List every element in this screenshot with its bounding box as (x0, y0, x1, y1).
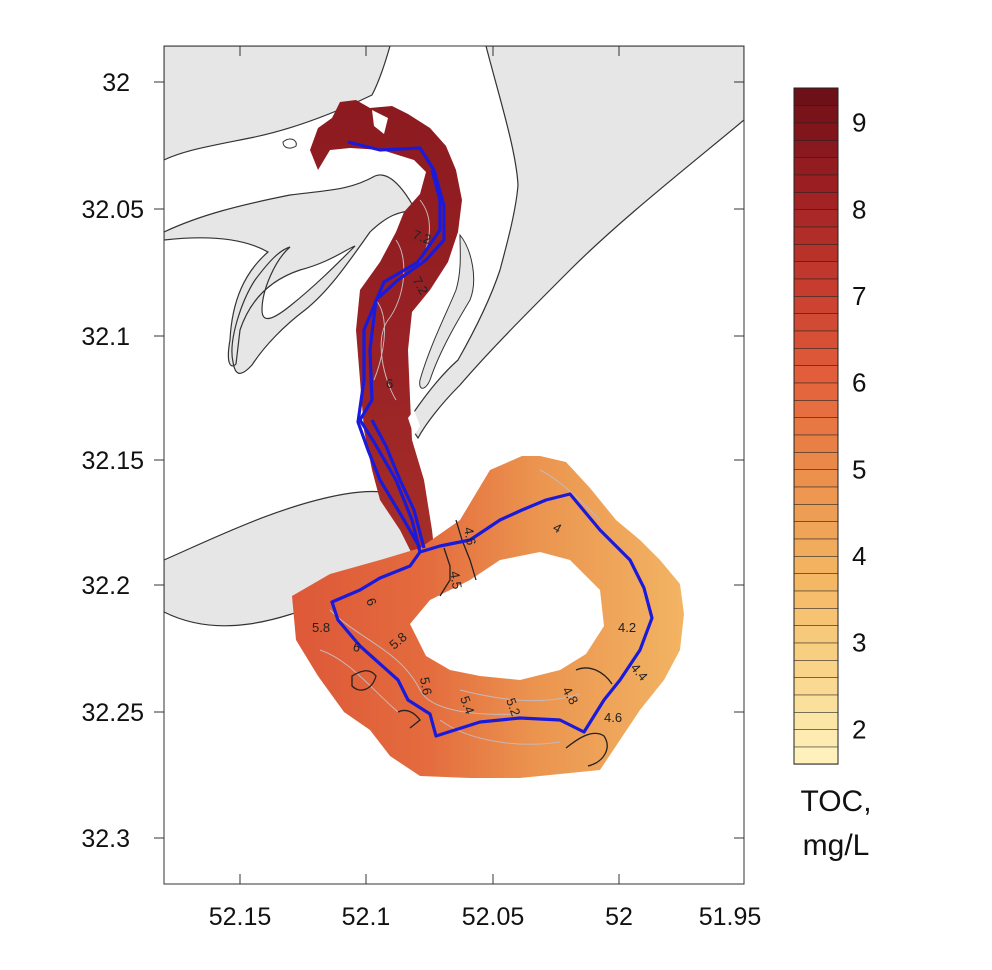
colorbar-tick-label: 5 (852, 454, 866, 484)
y-tick-label: 32 (102, 69, 130, 97)
colorbar-bin (793, 105, 839, 124)
colorbar-frame (793, 87, 839, 765)
legend-title: TOC, mg/L (786, 780, 886, 868)
colorbar-bin (793, 295, 839, 314)
legend-title-line1: TOC, (800, 785, 872, 818)
colorbar-bin (793, 191, 839, 210)
colorbar-bin (793, 659, 839, 678)
colorbar-bin (793, 677, 839, 696)
y-axis-labels: 32 32.05 32.1 32.15 32.2 32.25 32.3 (81, 69, 144, 853)
x-axis-labels: 52.15 52.1 52.05 52 51.95 (209, 903, 762, 931)
y-tick-label: 32.3 (81, 825, 130, 853)
river-inlet-notch (372, 110, 388, 134)
contour-label: 4.5 (447, 570, 465, 590)
contour-label: 4.6 (461, 526, 479, 546)
y-tick-label: 32.05 (81, 196, 144, 224)
toc-colorbar (793, 87, 839, 765)
legend-title-line2: mg/L (802, 829, 870, 862)
colorbar-bin (793, 399, 839, 418)
map-area (164, 46, 744, 884)
major-contours (351, 519, 613, 767)
colorbar-tick-label: 7 (852, 281, 866, 311)
islet (282, 138, 297, 149)
colorbar-tick-label: 9 (852, 108, 866, 138)
contour-label: 5.2 (503, 696, 523, 718)
colorbar-tick-label: 6 (852, 368, 866, 398)
contour-label: 6 (386, 376, 393, 391)
colorbar-bin (793, 174, 839, 193)
colorbar-bin (793, 590, 839, 609)
colorbar-bin (793, 243, 839, 262)
colorbar-bin (793, 573, 839, 592)
colorbar-bin (793, 607, 839, 626)
colorbar-bin (793, 555, 839, 574)
colorbar-bin (793, 139, 839, 158)
colorbar-bin (793, 226, 839, 245)
land-east-inner (419, 233, 475, 389)
contour-label: 5.8 (312, 620, 330, 635)
axis-frame (154, 45, 745, 885)
y-tick-label: 32.15 (81, 447, 144, 475)
colorbar-tick-label: 3 (852, 628, 866, 658)
colorbar-bin (793, 503, 839, 522)
contour-label: 6 (363, 596, 380, 608)
contour-label: 6 (351, 639, 363, 656)
contour-label: 5.4 (457, 694, 477, 716)
y-tick-label: 32.2 (81, 572, 130, 600)
river-island (408, 410, 420, 436)
colorbar-tick-label: 8 (852, 194, 866, 224)
colorbar-bin (793, 538, 839, 557)
colorbar-bin (793, 122, 839, 141)
colorbar-labels: 9 8 7 6 5 4 3 2 (852, 108, 866, 745)
colorbar-bin (793, 261, 839, 280)
x-tick-label: 52.1 (342, 903, 391, 931)
y-tick-label: 32.25 (81, 699, 144, 727)
colorbar-bin (793, 469, 839, 488)
contour-label: 5.6 (417, 676, 435, 696)
colorbar-tick-label: 2 (852, 714, 866, 744)
river-toc-fill (310, 100, 462, 570)
x-tick-label: 52.05 (462, 903, 525, 931)
colorbar-bin (793, 521, 839, 540)
contour-label: 4.6 (604, 710, 622, 725)
colorbar-bin (793, 278, 839, 297)
colorbar-bin (793, 451, 839, 470)
colorbar-bin (793, 313, 839, 332)
colorbar-bin (793, 642, 839, 661)
colorbar-tick-label: 4 (852, 541, 866, 571)
colorbar-bin (793, 347, 839, 366)
colorbar-bin (793, 330, 839, 349)
colorbar-bin (793, 209, 839, 228)
contour-label: 4.2 (618, 620, 636, 635)
colorbar-bin (793, 729, 839, 748)
colorbar-bin (793, 694, 839, 713)
colorbar-bin (793, 365, 839, 384)
survey-route (330, 140, 654, 738)
colorbar-bin (793, 746, 839, 765)
colorbar-bin (793, 87, 839, 106)
colorbar-bin (793, 382, 839, 401)
contour-label: 7.2 (411, 227, 433, 247)
colorbar-bin (793, 157, 839, 176)
colorbar-bin (793, 486, 839, 505)
colorbar-bin (793, 417, 839, 436)
y-tick-label: 32.1 (81, 323, 130, 351)
lake-toc-fill (292, 456, 684, 778)
colorbar-bin (793, 625, 839, 644)
colorbar-bin (793, 434, 839, 453)
land-west (164, 46, 391, 161)
x-tick-label: 51.95 (699, 903, 762, 931)
x-tick-label: 52 (605, 903, 633, 931)
colorbar-bin (793, 711, 839, 730)
x-tick-label: 52.15 (209, 903, 272, 931)
